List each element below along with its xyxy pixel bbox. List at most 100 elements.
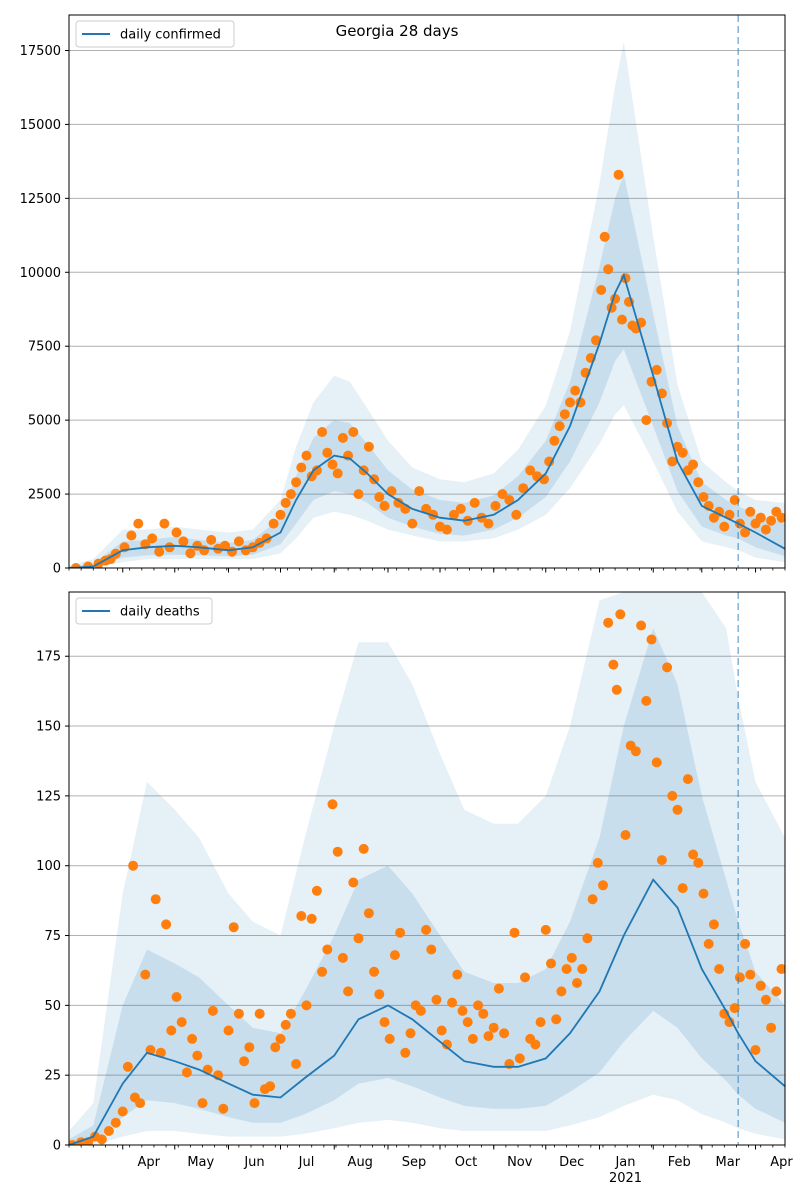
confirmed-plot-frame (68, 14, 786, 569)
deaths-observed-point (693, 857, 704, 868)
deaths-observed-point (546, 958, 556, 969)
deaths-observed-point (672, 804, 683, 815)
deaths-observed-point (322, 944, 333, 955)
confirmed-observed-point (766, 515, 777, 526)
deaths-observed-point (582, 933, 593, 944)
deaths-observed-point (535, 1017, 546, 1028)
deaths-observed-point (615, 609, 626, 620)
deaths-observed-point (766, 1022, 777, 1033)
confirmed-observed-point (549, 435, 560, 446)
x-tick-label: Jun (243, 1155, 264, 1170)
confirmed-y-tick-label: 17500 (20, 44, 61, 59)
deaths-observed-point (395, 927, 406, 938)
confirmed-y-tick-label: 7500 (28, 340, 61, 355)
deaths-observed-point (556, 986, 567, 997)
confirmed-observed-point (311, 465, 322, 476)
deaths-observed-point (646, 634, 657, 645)
confirmed-observed-point (667, 456, 678, 467)
confirmed-observed-point (301, 450, 312, 461)
x-tick-label: Feb (668, 1155, 691, 1170)
deaths-observed-point (530, 1039, 541, 1050)
confirmed-observed-point (233, 536, 244, 547)
deaths-observed-point (493, 983, 504, 994)
deaths-observed-point (374, 989, 385, 1000)
confirmed-observed-point (353, 489, 364, 500)
confirmed-observed-point (393, 497, 404, 508)
deaths-observed-point (161, 919, 172, 930)
deaths-observed-point (192, 1050, 203, 1061)
deaths-observed-point (682, 774, 693, 785)
deaths-observed-point (745, 969, 756, 980)
deaths-observed-point (415, 1005, 426, 1016)
deaths-observed-point (636, 620, 647, 631)
deaths-band-outer (69, 592, 785, 1145)
deaths-model-line (69, 878, 785, 1145)
deaths-observed-point (462, 1017, 473, 1028)
deaths-observed-point (488, 1022, 499, 1033)
confirmed-y-tick-label: 15000 (20, 118, 61, 133)
deaths-observed-point (265, 1081, 276, 1092)
confirmed-observed-point (565, 397, 575, 408)
x-axis-year-label: 2021 (609, 1171, 642, 1186)
confirmed-observed-point (448, 509, 459, 520)
deaths-observed-point (155, 1047, 166, 1058)
deaths-observed-point (771, 986, 782, 997)
confirmed-observed-point (348, 427, 359, 437)
x-tick-label: Oct (455, 1155, 477, 1170)
confirmed-observed-point (511, 509, 522, 520)
confirmed-observed-point (220, 540, 230, 551)
deaths-observed-point (223, 1025, 234, 1036)
deaths-y-tick-label: 75 (44, 929, 61, 944)
confirmed-observed-point (617, 314, 627, 325)
deaths-observed-point (441, 1039, 452, 1050)
deaths-observed-point (301, 1000, 312, 1011)
x-tick-label: Nov (507, 1155, 533, 1170)
confirmed-observed-point (379, 500, 390, 511)
deaths-observed-point (592, 857, 603, 868)
confirmed-band-outer (69, 41, 785, 568)
deaths-observed-point (218, 1103, 229, 1114)
deaths-observed-point (353, 933, 364, 944)
confirmed-observed-point (518, 483, 529, 494)
deaths-observed-point (389, 950, 400, 961)
deaths-observed-point (327, 799, 338, 810)
deaths-observed-point (714, 964, 725, 974)
confirmed-observed-point (374, 492, 385, 502)
deaths-observed-point (358, 843, 369, 854)
deaths-observed-point (171, 992, 182, 1002)
deaths-y-tick-label: 125 (36, 789, 61, 804)
deaths-observed-point (254, 1008, 265, 1019)
deaths-observed-point (577, 964, 588, 974)
deaths-observed-point (760, 994, 771, 1005)
deaths-observed-point (363, 908, 374, 919)
deaths-observed-point (244, 1042, 255, 1053)
confirmed-observed-point (693, 477, 704, 488)
deaths-observed-points (69, 609, 785, 1145)
confirmed-observed-point (688, 459, 699, 470)
confirmed-observed-point (497, 489, 508, 500)
deaths-band-inner (69, 628, 785, 1145)
deaths-observed-point (176, 1017, 187, 1028)
deaths-observed-point (651, 757, 662, 768)
deaths-observed-point (473, 1000, 484, 1011)
deaths-observed-point (96, 1134, 107, 1145)
deaths-observed-point (566, 952, 577, 963)
deaths-observed-point (311, 885, 322, 896)
deaths-observed-point (561, 964, 572, 974)
x-tick-label: May (187, 1155, 214, 1170)
confirmed-observed-point (164, 542, 175, 553)
deaths-observed-point (483, 1031, 494, 1042)
deaths-observed-point (478, 1008, 489, 1019)
confirmed-observed-point (504, 495, 515, 505)
x-tick-label: Apr (137, 1155, 160, 1170)
deaths-observed-point (197, 1098, 208, 1109)
confirmed-observed-point (275, 509, 286, 520)
deaths-legend: daily deaths (75, 597, 213, 625)
deaths-observed-point (140, 969, 151, 980)
deaths-observed-point (620, 830, 631, 840)
confirmed-observed-point (133, 518, 144, 529)
deaths-observed-point (110, 1117, 121, 1128)
deaths-observed-point (611, 684, 622, 695)
deaths-observed-point (630, 746, 641, 757)
confirmed-observed-point (421, 503, 432, 514)
